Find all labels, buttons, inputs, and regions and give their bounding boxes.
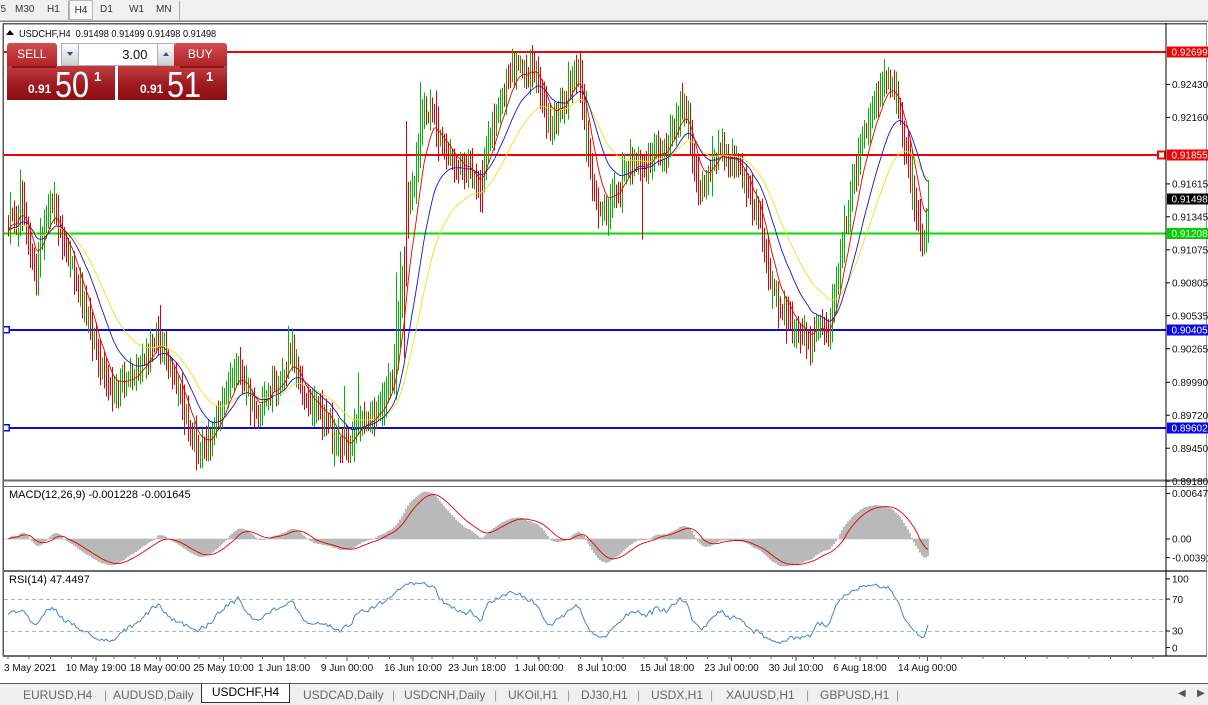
svg-text:6 Aug 18:00: 6 Aug 18:00 xyxy=(833,663,887,674)
svg-text:0.92430: 0.92430 xyxy=(1172,80,1208,91)
svg-text:0.91615: 0.91615 xyxy=(1172,180,1208,191)
svg-text:0.91075: 0.91075 xyxy=(1172,246,1208,257)
svg-text:0.92699: 0.92699 xyxy=(1172,48,1208,59)
svg-text:8 Jul 10:00: 8 Jul 10:00 xyxy=(578,663,627,674)
svg-text:16 Jun 10:00: 16 Jun 10:00 xyxy=(384,663,442,674)
svg-text:0.90535: 0.90535 xyxy=(1172,311,1208,322)
svg-text:0.00: 0.00 xyxy=(1172,535,1192,546)
svg-text:0.91208: 0.91208 xyxy=(1172,229,1208,240)
svg-text:9 Jun 00:00: 9 Jun 00:00 xyxy=(321,663,374,674)
svg-text:100: 100 xyxy=(1172,575,1189,586)
svg-text:0.89720: 0.89720 xyxy=(1172,411,1208,422)
svg-text:18 May 00:00: 18 May 00:00 xyxy=(130,663,191,674)
svg-text:0: 0 xyxy=(1172,643,1178,654)
svg-text:0.91345: 0.91345 xyxy=(1172,213,1208,224)
svg-text:0.89450: 0.89450 xyxy=(1172,444,1208,455)
svg-text:30: 30 xyxy=(1172,627,1184,638)
svg-text:23 Jul 00:00: 23 Jul 00:00 xyxy=(704,663,759,674)
svg-text:25 May 10:00: 25 May 10:00 xyxy=(193,663,254,674)
svg-text:0.91498: 0.91498 xyxy=(1172,195,1208,206)
svg-text:15 Jul 18:00: 15 Jul 18:00 xyxy=(640,663,695,674)
svg-text:-0.003916: -0.003916 xyxy=(1172,553,1208,564)
svg-text:0.89602: 0.89602 xyxy=(1172,424,1208,435)
svg-text:1 Jun 18:00: 1 Jun 18:00 xyxy=(258,663,311,674)
svg-text:14 Aug 00:00: 14 Aug 00:00 xyxy=(898,663,957,674)
svg-text:0.90805: 0.90805 xyxy=(1172,279,1208,290)
svg-text:0.89990: 0.89990 xyxy=(1172,378,1208,389)
svg-text:0.92160: 0.92160 xyxy=(1172,113,1208,124)
svg-text:23 Jun 18:00: 23 Jun 18:00 xyxy=(448,663,506,674)
svg-text:3 May 2021: 3 May 2021 xyxy=(4,663,57,674)
svg-text:0.90265: 0.90265 xyxy=(1172,344,1208,355)
svg-text:0.91855: 0.91855 xyxy=(1172,151,1208,162)
svg-text:10 May 19:00: 10 May 19:00 xyxy=(66,663,127,674)
svg-text:0.89180: 0.89180 xyxy=(1172,477,1208,488)
svg-text:0.90405: 0.90405 xyxy=(1172,326,1208,337)
svg-text:1 Jul 00:00: 1 Jul 00:00 xyxy=(515,663,564,674)
svg-text:70: 70 xyxy=(1172,595,1184,606)
svg-text:0.00647: 0.00647 xyxy=(1172,489,1208,500)
svg-text:30 Jul 10:00: 30 Jul 10:00 xyxy=(769,663,824,674)
